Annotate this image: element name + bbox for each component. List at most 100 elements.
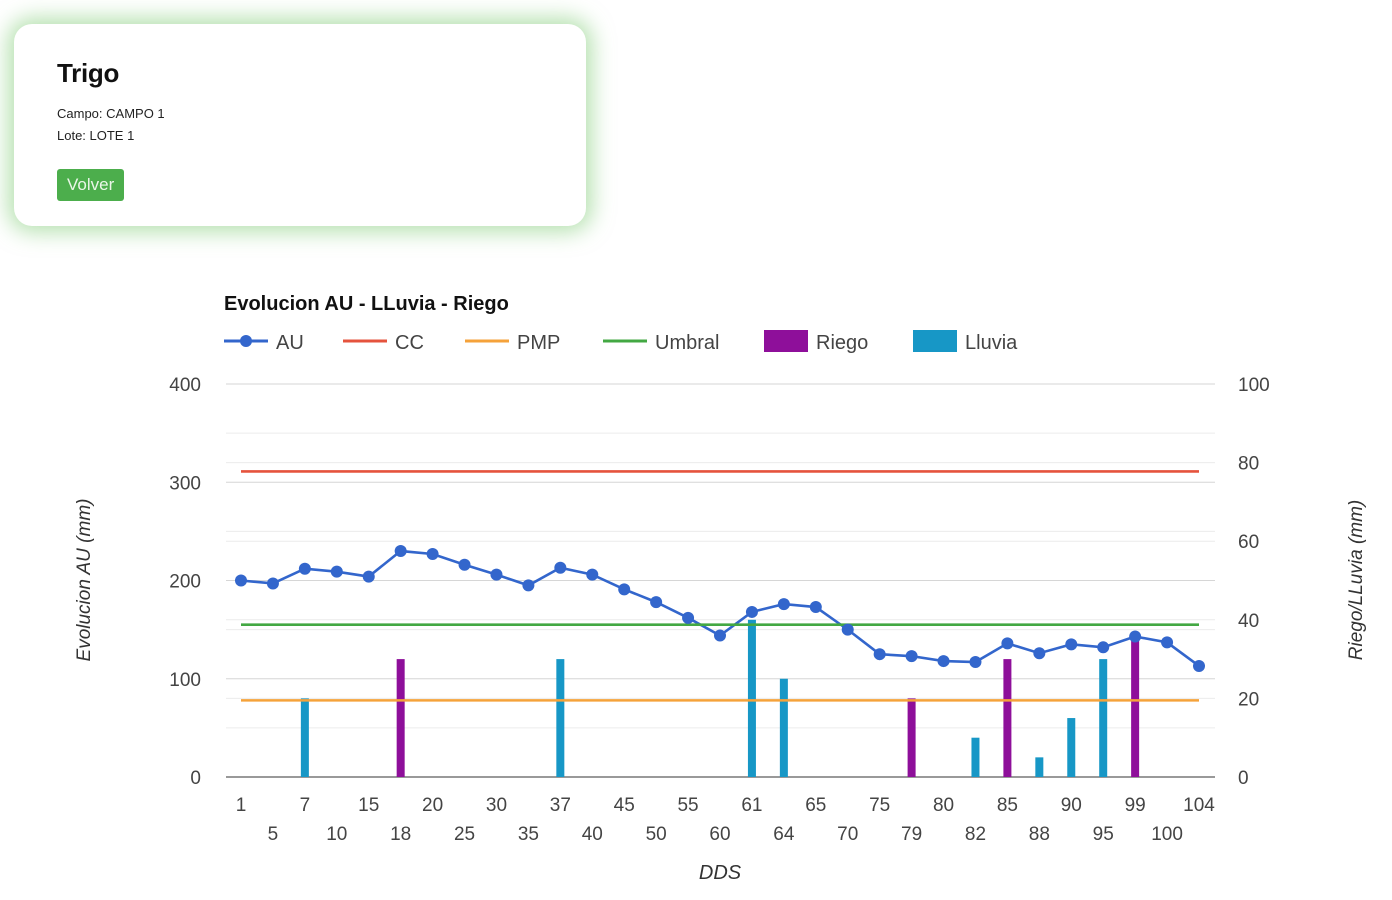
legend-marker-au	[240, 335, 252, 347]
x-tick-label: 7	[300, 795, 311, 816]
point-au	[1065, 638, 1078, 651]
x-tick-label: 55	[677, 795, 698, 816]
point-au	[937, 655, 950, 668]
y-left-tick-label: 300	[169, 473, 201, 494]
crop-title: Trigo	[57, 58, 120, 88]
point-au	[298, 562, 311, 575]
point-au	[490, 568, 503, 581]
x-tick-label: 61	[741, 795, 762, 816]
point-au	[618, 583, 631, 596]
x-tick-label: 64	[773, 824, 795, 845]
x-tick-label: 82	[965, 824, 986, 845]
point-au	[458, 558, 471, 571]
point-au	[777, 598, 790, 611]
x-tick-label: 37	[550, 795, 571, 816]
x-tick-label: 30	[486, 795, 507, 816]
x-tick-label: 70	[837, 824, 858, 845]
x-tick-label: 104	[1183, 795, 1215, 816]
chart-lines	[240, 470, 1200, 702]
x-tick-label: 18	[390, 824, 411, 845]
point-au	[841, 623, 854, 636]
bar-lluvia	[556, 659, 565, 777]
y-right-tick-label: 60	[1238, 532, 1259, 553]
chart-points	[235, 545, 1205, 672]
x-tick-label: 5	[268, 824, 279, 845]
x-tick-label: 88	[1029, 824, 1050, 845]
x-tick-label: 25	[454, 824, 475, 845]
x-tick-label: 50	[646, 824, 667, 845]
point-au	[266, 577, 279, 590]
y-left-tick-label: 400	[169, 375, 201, 396]
chart-gridlines	[226, 383, 1215, 778]
x-tick-label: 15	[358, 795, 379, 816]
point-au	[1097, 641, 1110, 654]
y-right-tick-label: 40	[1238, 611, 1259, 632]
x-tick-label: 20	[422, 795, 443, 816]
point-au	[873, 648, 886, 661]
x-tick-label: 45	[614, 795, 635, 816]
bar-lluvia	[1099, 659, 1108, 777]
point-au	[235, 574, 247, 587]
volver-button[interactable]: Volver	[57, 169, 125, 201]
chart-bars	[300, 619, 1140, 777]
point-au	[426, 547, 439, 560]
point-au	[522, 579, 535, 592]
point-au	[586, 568, 599, 581]
point-au	[714, 629, 726, 642]
bar-lluvia	[300, 698, 309, 777]
legend-label-riego: Riego	[816, 332, 868, 354]
y-left-tick-label: 200	[169, 572, 201, 593]
x-tick-label: 1	[236, 795, 247, 816]
series-line-au	[240, 549, 1200, 668]
x-tick-label: 79	[901, 824, 922, 845]
lote-label: Lote: LOTE 1	[57, 128, 135, 143]
x-tick-label: 40	[582, 824, 603, 845]
y-left-tick-label: 100	[169, 670, 201, 691]
x-tick-label: 75	[869, 795, 890, 816]
legend-label-umbral: Umbral	[655, 332, 719, 354]
x-tick-label: 100	[1151, 824, 1183, 845]
x-axis-label: DDS	[699, 862, 742, 884]
y-axis-left-label: Evolucion AU (mm)	[74, 499, 95, 662]
campo-label: Campo: CAMPO 1	[57, 106, 165, 121]
y-right-tick-label: 100	[1238, 375, 1270, 396]
y-right-tick-label: 0	[1238, 768, 1249, 789]
x-tick-label: 99	[1125, 795, 1146, 816]
legend-label-lluvia: Lluvia	[965, 332, 1018, 354]
legend-label-cc: CC	[395, 332, 424, 354]
point-au	[394, 545, 407, 558]
x-tick-label: 90	[1061, 795, 1082, 816]
x-tick-label: 80	[933, 795, 954, 816]
point-au	[554, 561, 567, 574]
point-au	[745, 605, 758, 618]
point-au	[1161, 636, 1174, 649]
bar-riego	[907, 698, 916, 777]
point-au	[969, 656, 982, 669]
bar-riego	[396, 659, 405, 777]
x-tick-label: 35	[518, 824, 539, 845]
bar-lluvia	[1035, 757, 1044, 777]
x-tick-label: 60	[709, 824, 730, 845]
y-left-tick-label: 0	[190, 768, 201, 789]
bar-lluvia	[971, 737, 980, 777]
point-au	[1193, 659, 1205, 672]
point-au	[682, 611, 695, 624]
chart-title: Evolucion AU - LLuvia - Riego	[224, 293, 509, 315]
point-au	[1001, 637, 1014, 650]
chart-legend: AU CC PMP Umbral Riego Lluvia	[224, 330, 1018, 354]
point-au	[1129, 630, 1142, 643]
legend-swatch-lluvia	[913, 330, 957, 352]
point-au	[650, 596, 663, 609]
y-axis-right-label: Riego/LLuvia (mm)	[1346, 500, 1367, 661]
bar-lluvia	[747, 619, 756, 777]
legend-swatch-riego	[764, 330, 808, 352]
point-au	[809, 601, 822, 614]
x-tick-label: 85	[997, 795, 1018, 816]
legend-label-au: AU	[276, 332, 304, 354]
point-au	[330, 565, 343, 578]
bar-riego	[1003, 659, 1012, 777]
bar-lluvia	[779, 678, 788, 777]
x-tick-label: 65	[805, 795, 826, 816]
bar-lluvia	[1067, 718, 1076, 777]
